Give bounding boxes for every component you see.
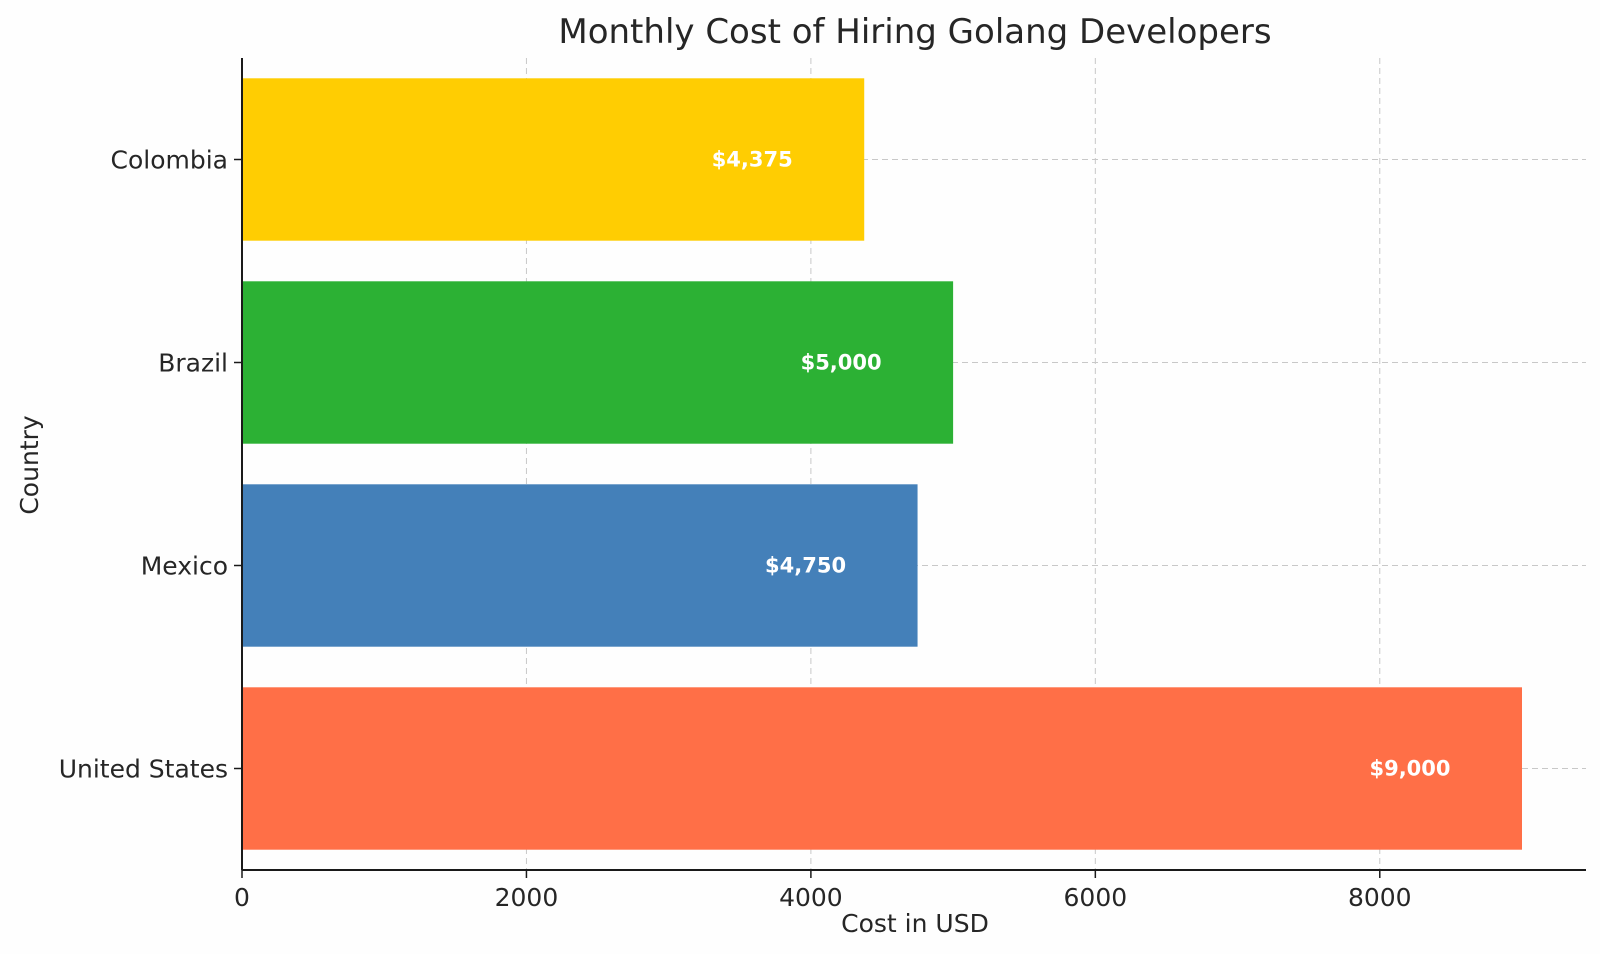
x-tick-label: 0	[234, 883, 250, 912]
bar-value-label: $4,375	[712, 148, 793, 172]
bar-value-label: $4,750	[765, 554, 846, 578]
x-tick-label: 4000	[779, 883, 843, 912]
bar-colombia	[242, 78, 865, 241]
labels: $9,000 $4,750 $5,000 $4,375	[712, 148, 1451, 781]
bar-brazil	[242, 281, 954, 444]
bar-value-label: $9,000	[1369, 757, 1450, 781]
axes: 0 2000 4000 6000 8000 United States Mexico Braz…	[59, 58, 1586, 912]
x-tick-label: 6000	[1064, 883, 1128, 912]
y-tick-label: Colombia	[111, 146, 228, 175]
bar-united-states	[242, 687, 1522, 850]
y-axis-title: Country	[15, 415, 44, 515]
x-tick-label: 8000	[1348, 883, 1412, 912]
x-tick-label: 2000	[495, 883, 559, 912]
x-axis-title: Cost in USD	[841, 909, 989, 938]
y-tick-label: Mexico	[141, 552, 228, 581]
bars	[242, 78, 1522, 850]
y-tick-label: United States	[59, 755, 228, 784]
y-tick-label: Brazil	[158, 349, 228, 378]
bar-mexico	[242, 484, 918, 647]
chart-title: Monthly Cost of Hiring Golang Developers	[558, 12, 1271, 52]
bar-value-label: $5,000	[801, 351, 882, 375]
